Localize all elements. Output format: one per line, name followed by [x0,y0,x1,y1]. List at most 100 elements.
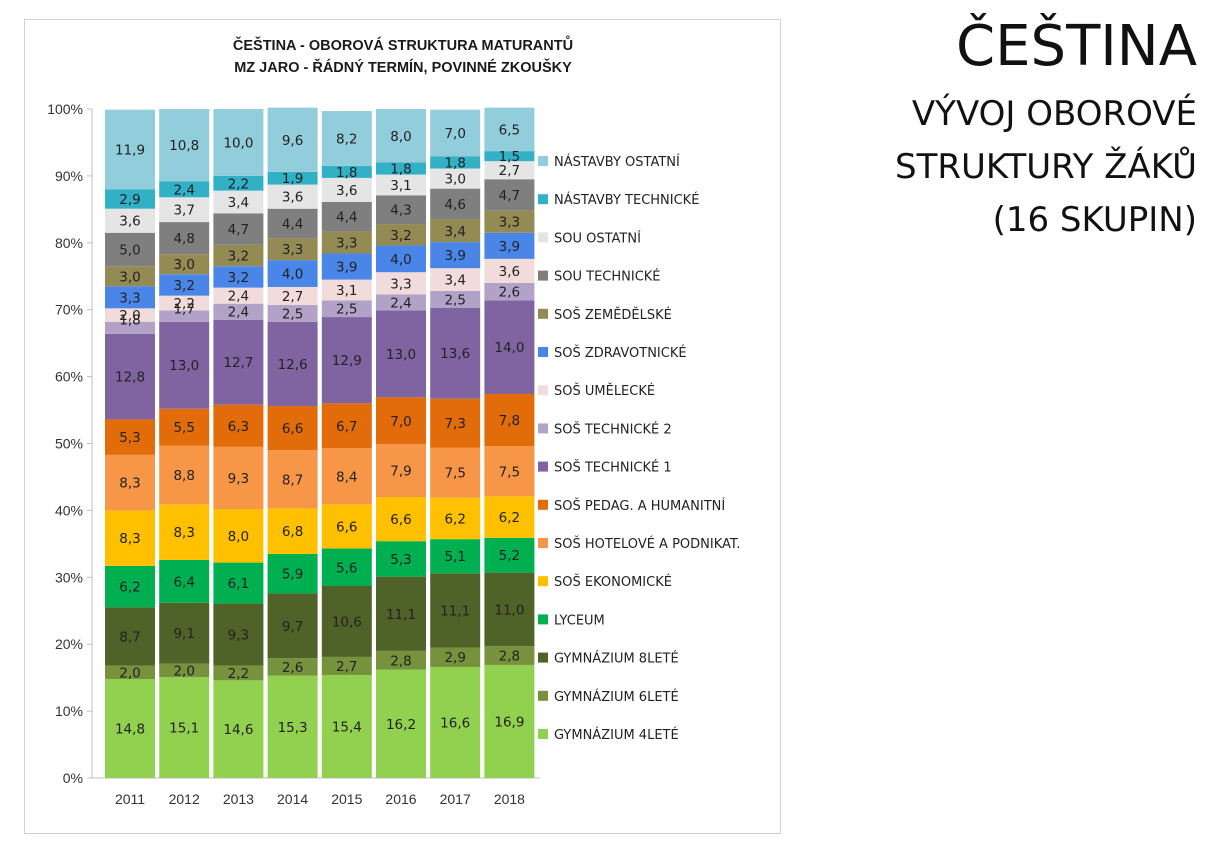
subtitle-line-3: (16 SKUPIN) [992,200,1197,240]
bar-segment [321,504,372,549]
bar-data-label: 6,4 [173,574,194,590]
bar-data-label: 7,5 [499,464,520,480]
bar-data-label: 3,3 [282,242,303,258]
bar-segment [376,162,426,175]
bar-data-label: 9,6 [282,133,303,149]
bar-data-label: 3,6 [499,264,520,280]
bar-segment [159,445,210,505]
bar-segment [376,245,426,273]
legend-label: SOŠ PEDAG. A HUMANITNÍ [554,498,725,514]
bar-data-label: 4,4 [282,216,303,232]
bar-data-label: 2,6 [499,285,520,301]
bar-segment [376,109,426,163]
bar-segment [321,448,372,505]
bar-segment [321,585,372,657]
bar-data-label: 10,6 [332,614,362,630]
bar-segment [267,675,318,778]
bar-data-label: 12,9 [332,353,362,369]
subtitle-line-1: VÝVOJ OBOROVÉ [911,94,1197,134]
chart-title: ČEŠTINA - OBOROVÁ STRUKTURA MATURANTŮ [233,35,573,54]
bar-data-label: 4,7 [499,188,520,204]
bar-segment [484,446,535,497]
bar-segment [105,321,155,334]
bar-segment [321,403,372,449]
bar-segment [213,303,264,320]
bar-data-label: 9,3 [228,471,249,487]
bar-data-label: 3,1 [390,178,411,194]
bar-segment [159,504,210,560]
bar-segment [321,300,372,318]
bar-data-label: 2,0 [119,665,140,681]
bar-data-label: 4,3 [390,203,411,219]
bar-segment [267,171,318,185]
bar-segment [213,175,264,191]
bar-data-label: 1,7 [173,301,194,317]
bar-segment [321,674,372,778]
x-tick-label: 2018 [494,791,525,807]
y-tick-label: 0% [63,770,83,786]
legend-label: SOŠ HOTELOVÉ A PODNIKAT. [554,536,740,552]
bar-segment [213,665,264,681]
y-tick-label: 10% [55,703,83,719]
legend-swatch [538,423,548,434]
bar-data-label: 2,2 [173,296,194,312]
legend-label: GYMNÁZIUM 6LETÉ [554,689,679,705]
bar-segment [484,646,535,665]
bar-data-label: 2,4 [228,305,249,321]
legend-label: LYCEUM [554,613,605,628]
legend-swatch [538,232,548,243]
bar-segment [376,224,426,246]
bar-segment [321,201,372,232]
bar-data-label: 2,8 [499,649,520,665]
bar-segment [430,188,481,220]
legend-swatch [538,347,548,357]
bar-segment [105,510,155,566]
x-tick-label: 2011 [115,791,145,807]
bar-data-label: 7,3 [444,416,465,432]
legend-swatch [538,729,548,739]
bar-segment [105,308,155,322]
bar-segment [430,447,481,498]
bar-data-label: 8,3 [119,476,140,492]
bar-data-label: 5,3 [390,552,411,568]
bar-segment [376,174,426,196]
bar-segment [376,310,426,398]
bar-data-label: 5,1 [444,549,465,565]
bar-data-label: 14,6 [223,722,253,738]
bar-segment [430,573,481,648]
bar-data-label: 6,6 [336,519,357,535]
bar-segment [105,266,155,287]
bar-data-label: 4,6 [444,197,465,213]
bar-segment [267,321,318,407]
bar-segment [321,548,372,586]
legend-swatch [538,690,548,701]
bar-segment [484,572,535,647]
bar-data-label: 2,2 [228,666,249,682]
bar-data-label: 13,0 [386,347,416,363]
bar-data-label: 2,0 [173,663,194,679]
x-tick-label: 2016 [385,791,416,807]
bar-data-label: 5,6 [336,560,357,576]
bar-data-label: 2,7 [499,163,520,179]
bar-segment [159,663,210,677]
bar-segment [159,602,210,664]
bar-data-label: 11,0 [494,602,524,618]
legend-swatch [538,194,548,205]
bar-segment [484,496,535,538]
bar-segment [484,107,535,152]
bar-data-label: 1,8 [390,162,411,178]
y-tick-label: 90% [55,168,83,184]
bar-data-label: 8,7 [282,472,303,488]
legend-label: SOŠ ZDRAVOTNICKÉ [554,345,687,361]
bar-data-label: 1,5 [499,149,520,165]
bar-data-label: 7,8 [499,413,520,429]
bar-data-label: 3,3 [336,235,357,251]
y-tick-label: 30% [55,569,83,585]
bar-data-label: 12,6 [278,357,308,373]
bar-data-label: 14,8 [115,721,145,737]
bar-segment [430,156,481,169]
bar-segment [484,232,535,259]
bar-data-label: 4,7 [228,222,249,238]
bar-data-label: 2,9 [119,192,140,208]
bar-segment [105,333,155,420]
